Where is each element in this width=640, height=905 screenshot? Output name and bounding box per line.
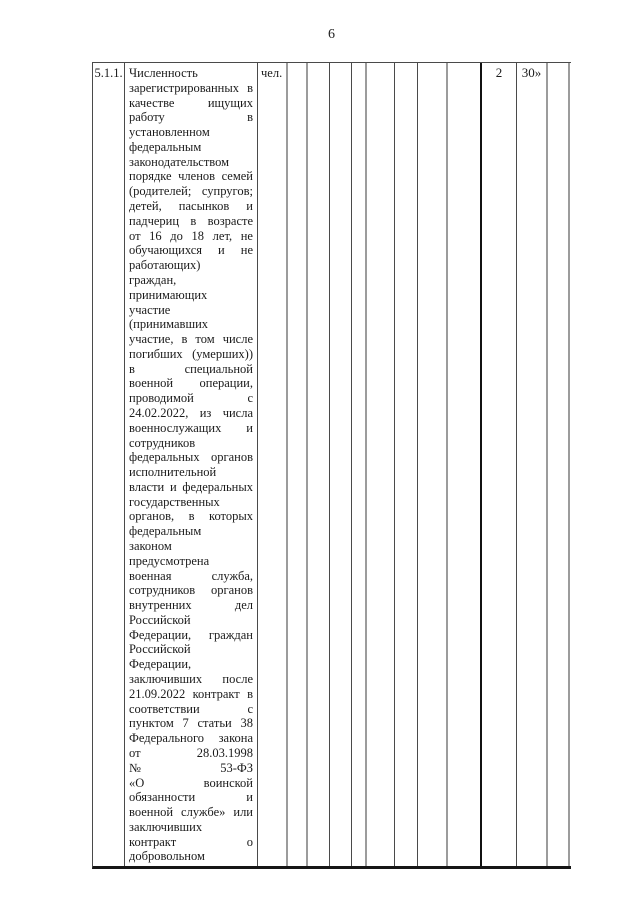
indicator-text-line: порядке членов семей <box>129 169 253 184</box>
cell-empty-right <box>548 63 570 866</box>
indicator-text-line: от 16 до 18 лет, не <box>129 228 253 243</box>
indicator-text-line: погибших (умерших)) <box>129 346 253 361</box>
indicator-text-line: Численность <box>129 66 198 80</box>
indicator-text-line: добровольном <box>129 849 205 864</box>
indicator-text-line: падчериц в возрасте <box>129 213 253 228</box>
indicator-text-line: Российской <box>129 642 191 657</box>
page-number: 6 <box>328 27 335 42</box>
row-index-text: 5.1.1. <box>94 66 123 80</box>
indicator-text-line: военнослужащих и <box>129 420 253 435</box>
indicator-text-line: в специальной <box>129 361 253 376</box>
indicator-text-line: законом <box>129 539 172 553</box>
cell-row-index: 5.1.1. <box>93 63 125 866</box>
cell-empty-8 <box>448 63 482 866</box>
indicator-text-line: внутренних дел <box>129 598 253 613</box>
cell-empty-5 <box>367 63 395 866</box>
indicator-text-line: (принимавших <box>129 317 209 332</box>
indicator-text-line: исполнительной <box>129 465 217 480</box>
indicators-table: 5.1.1. Численность зарегистрированных в ка… <box>92 62 571 869</box>
indicator-text-line: федеральных органов <box>129 450 253 465</box>
cell-empty-3 <box>330 63 352 866</box>
indicator-text-line: сотрудников органов <box>129 583 253 598</box>
indicator-text-line: федеральным <box>129 524 202 539</box>
indicator-text-line: «О воинской <box>129 775 253 790</box>
indicator-text-line: граждан, <box>129 272 177 287</box>
indicator-text-line: Федерального закона <box>129 731 253 746</box>
indicator-text-line: Федерации, <box>129 657 192 672</box>
indicator-text-line: принимающих <box>129 287 208 302</box>
cell-empty-7 <box>418 63 448 866</box>
indicator-text-line: предусмотрена <box>129 553 210 568</box>
indicator-text-line: соответствии с <box>129 701 253 716</box>
indicator-text-line: военная служба, <box>129 568 253 583</box>
indicator-text-line: детей, пасынков и <box>129 199 253 214</box>
indicator-text-line: № 53-ФЗ <box>129 760 253 775</box>
indicator-text-line: сотрудников <box>129 435 196 450</box>
indicator-text-line: проводимой с <box>129 391 253 406</box>
indicator-text-line: зарегистрированных в <box>129 80 253 95</box>
value-plan-text: 2 <box>495 65 503 80</box>
indicator-text-line: власти и федеральных <box>129 479 253 494</box>
value-target-text: 30» <box>521 65 542 80</box>
indicator-text-line: военной операции, <box>129 376 253 391</box>
indicator-text-line: обучающихся и не <box>129 243 253 258</box>
indicator-text-line: от 28.03.1998 <box>129 745 253 760</box>
indicator-text-line: Федерации, граждан <box>129 627 253 642</box>
indicator-text-line: участие <box>129 302 171 317</box>
indicator-text-line: (родителей; супругов; <box>129 184 253 199</box>
indicator-text-line: работающих) <box>129 258 201 273</box>
indicator-text-line: 21.09.2022 контракт в <box>129 686 253 701</box>
indicator-text-line: государственных <box>129 494 220 509</box>
indicator-text-line: федеральным <box>129 139 202 154</box>
unit-text: чел. <box>261 66 283 80</box>
indicator-text-line: военной службе» или <box>129 805 253 820</box>
indicator-text-line: законодательством <box>129 154 230 169</box>
indicator-text-line: участие, в том числе <box>129 332 253 347</box>
cell-unit: чел. <box>258 63 288 866</box>
cell-empty-6 <box>395 63 418 866</box>
indicator-text-line: заключивших после <box>129 672 253 687</box>
cell-empty-1 <box>288 63 308 866</box>
cell-empty-4 <box>352 63 367 866</box>
indicator-text-line: органов, в которых <box>129 509 253 524</box>
cell-empty-2 <box>308 63 330 866</box>
indicator-text-line: качестве ищущих <box>129 95 253 110</box>
indicator-text-line: контракт о <box>129 834 253 849</box>
cell-value-target: 30» <box>517 63 548 866</box>
indicator-text-line: заключивших <box>129 819 203 834</box>
cell-value-plan: 2 <box>482 63 517 866</box>
indicator-text-line: Российской <box>129 612 191 627</box>
cell-indicator-name: Численность зарегистрированных в качестве … <box>125 63 258 866</box>
indicator-text-line: 24.02.2022, из числа <box>129 405 253 420</box>
indicator-text-line: установленном <box>129 125 210 140</box>
indicator-text: Численность зарегистрированных в качестве … <box>125 63 257 864</box>
indicator-text-line: обязанности и <box>129 790 253 805</box>
indicator-text-line: работу в <box>129 110 253 125</box>
indicator-text-line: пунктом 7 статьи 38 <box>129 716 253 731</box>
